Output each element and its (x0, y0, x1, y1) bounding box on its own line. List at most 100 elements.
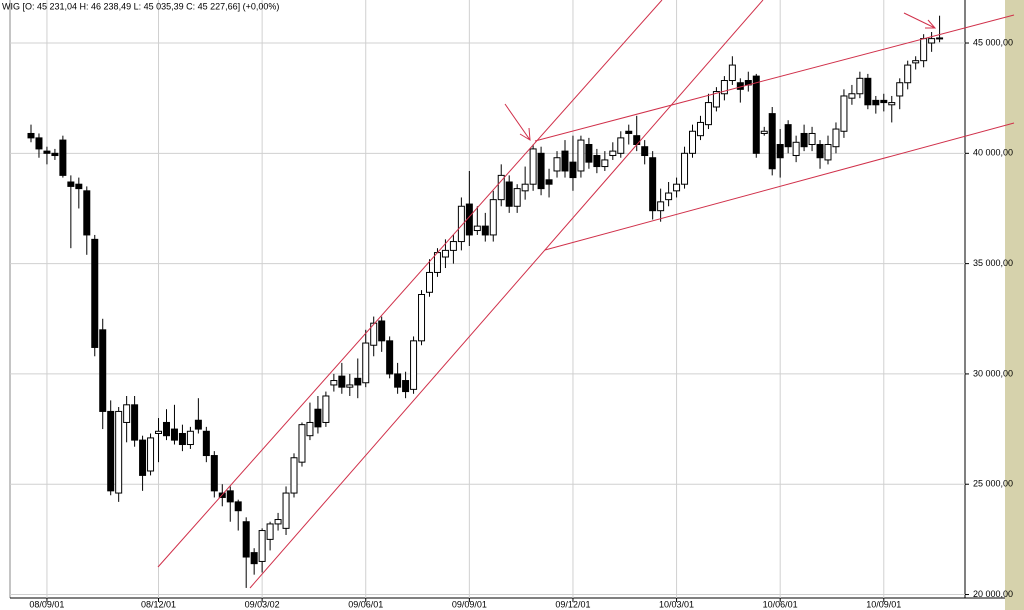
trend-line (157, 0, 663, 568)
x-tick-label: 09/09/01 (452, 599, 487, 609)
candle-body (370, 322, 378, 346)
candle-body (290, 457, 298, 494)
candle-body (418, 294, 426, 342)
candle-body (27, 132, 35, 139)
y-tick-label: 45 000,00 (973, 37, 1013, 47)
candle-body (704, 102, 712, 126)
candle-body (210, 455, 218, 492)
candle-body (752, 75, 760, 154)
candle-body (912, 60, 920, 64)
candle-body (338, 375, 346, 388)
candle-body (537, 152, 545, 190)
candle-body (107, 410, 115, 492)
candle-body (426, 271, 433, 293)
candle-body (553, 157, 561, 172)
candle-body (59, 139, 67, 176)
candle-body (593, 155, 601, 168)
candle-body (649, 157, 657, 212)
candle-body (250, 552, 258, 565)
candle-body (872, 99, 880, 106)
candle-body (896, 82, 904, 97)
candle-body (880, 99, 888, 104)
candle-body (800, 132, 808, 148)
candle-body (75, 183, 83, 190)
candle-body (298, 424, 306, 463)
candle-body (712, 91, 720, 108)
y-tick-label: 25 000,00 (973, 479, 1013, 489)
candle-body (147, 437, 155, 472)
side-panel (1005, 0, 1024, 610)
candle-body (178, 432, 186, 446)
candle-body (720, 80, 728, 95)
candle-body (378, 320, 386, 342)
candle-body (864, 77, 872, 106)
candle-body (696, 121, 704, 137)
candle-body (832, 128, 840, 148)
candle-body (888, 102, 896, 106)
candle-body (601, 159, 609, 168)
candle-body (162, 421, 170, 437)
candle-body (43, 150, 51, 154)
candle-body (51, 152, 59, 157)
candle-body (457, 205, 465, 243)
candle-body (115, 410, 123, 494)
candle-body (186, 430, 194, 446)
candle-body (99, 329, 107, 412)
candle-body (91, 238, 99, 348)
candle-body (856, 77, 864, 95)
candle-body (505, 181, 513, 207)
candle-body (170, 428, 178, 441)
candle-body (617, 137, 625, 154)
candle-body (545, 179, 553, 185)
candle-body (306, 421, 314, 437)
candle-body (936, 37, 944, 40)
chart-title: WIG [O: 45 231,04 H: 46 238,49 L: 45 035… (2, 1, 279, 11)
candles (27, 15, 944, 588)
candle-body (920, 38, 928, 62)
y-tick-label: 20 000,00 (973, 589, 1013, 599)
candle-body (322, 395, 330, 423)
candle-body (521, 183, 529, 192)
candle-body (346, 384, 354, 388)
candle-body (816, 143, 824, 159)
candle-body (776, 143, 784, 159)
candle-body (441, 249, 449, 258)
candle-body (928, 38, 936, 44)
candle-body (633, 135, 641, 145)
candle-body (641, 146, 649, 157)
y-tick-label: 30 000,00 (973, 368, 1013, 378)
candle-body (258, 530, 266, 562)
candle-body (131, 404, 139, 441)
x-tick-label: 10/09/01 (866, 599, 901, 609)
trend-line (534, 14, 1015, 142)
x-tick-label: 10/06/01 (763, 599, 798, 609)
candle-body (242, 521, 250, 558)
x-tick-label: 10/03/01 (659, 599, 694, 609)
candle-body (561, 150, 569, 172)
candle-body (848, 93, 856, 99)
x-tick-label: 08/12/01 (141, 599, 176, 609)
candle-body (226, 490, 234, 503)
candle-body (449, 241, 457, 251)
candle-body (330, 380, 338, 386)
candle-body (489, 199, 497, 236)
candle-body (354, 377, 362, 386)
candle-body (202, 430, 210, 457)
arrow (504, 103, 531, 141)
candle-body (657, 201, 665, 212)
candle-body (673, 183, 681, 192)
candle-body (473, 225, 481, 232)
candle-body (808, 132, 816, 145)
candle-body (497, 174, 505, 201)
candle-body (362, 342, 370, 384)
candle-body (585, 143, 593, 163)
candle-body (402, 380, 410, 393)
trend-line (249, 0, 764, 589)
candle-body (83, 190, 91, 236)
candle-body (728, 64, 736, 82)
candle-body (665, 192, 673, 201)
candle-body (394, 373, 402, 388)
candle-body (123, 404, 131, 423)
candle-body (282, 492, 290, 529)
